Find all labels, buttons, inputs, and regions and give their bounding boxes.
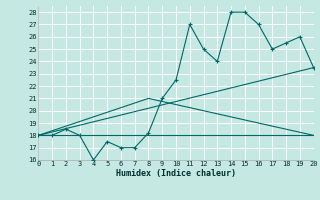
X-axis label: Humidex (Indice chaleur): Humidex (Indice chaleur) (116, 169, 236, 178)
